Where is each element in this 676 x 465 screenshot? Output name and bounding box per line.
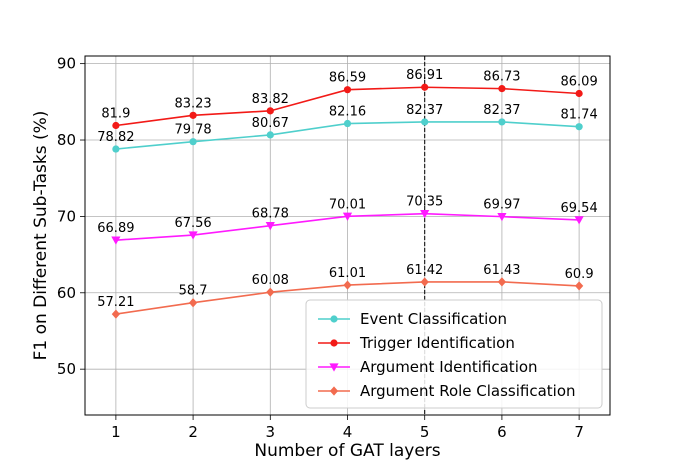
legend-item: Argument Role Classification [318, 382, 576, 400]
legend-marker [329, 363, 339, 372]
data-point [342, 212, 353, 221]
data-point [575, 89, 583, 98]
data-point [498, 118, 506, 126]
x-tick-label: 4 [343, 423, 353, 441]
y-tick-label: 70 [57, 207, 76, 225]
legend-item: Event Classification [318, 310, 507, 328]
legend-marker [329, 386, 339, 396]
x-axis-ticks: 1 2 3 4 5 6 7 [111, 415, 584, 441]
data-label: 69.97 [483, 198, 520, 213]
data-point [188, 231, 198, 240]
y-tick-label: 60 [57, 284, 76, 302]
data-label: 60.08 [252, 273, 289, 288]
legend-box [305, 299, 603, 409]
data-point [265, 222, 275, 231]
data-point [266, 131, 274, 139]
data-point [111, 236, 121, 245]
y-tick-label: 50 [57, 360, 76, 378]
data-label: 81.9 [101, 107, 130, 122]
legend-label: Argument Identification [360, 358, 538, 376]
data-point [420, 277, 429, 287]
data-label: 68.78 [252, 207, 289, 222]
legend-label: Argument Role Classification [360, 382, 576, 400]
data-label: 86.59 [329, 71, 366, 86]
data-label: 86.73 [483, 70, 520, 85]
data-point [574, 281, 584, 291]
data-label: 79.78 [174, 123, 211, 138]
data-label: 61.42 [406, 263, 443, 278]
series-1 [112, 118, 583, 153]
x-tick-label: 3 [266, 423, 276, 441]
data-point [497, 212, 507, 222]
legend-marker [330, 339, 338, 347]
data-point [111, 309, 121, 319]
x-tick-label: 6 [497, 423, 507, 441]
data-labels-layer: 78.82 79.78 80.67 82.16 82.37 82.37 81.74 81.9 8… [97, 68, 597, 310]
data-point [266, 287, 275, 297]
legend: Event Classification Trigger Identificati… [305, 299, 603, 409]
legend-item: Argument Identification [318, 358, 538, 376]
legend-marker [330, 315, 338, 323]
series-4 [111, 277, 584, 319]
data-label: 78.82 [97, 130, 134, 145]
data-label: 83.82 [252, 92, 289, 107]
y-tick-label: 80 [57, 131, 76, 149]
series-2 [112, 83, 583, 130]
data-label: 61.01 [329, 266, 366, 281]
data-label: 66.89 [97, 221, 134, 236]
y-axis-label: F1 on Different Sub-Tasks (%) [31, 111, 51, 361]
data-label: 57.21 [97, 295, 134, 310]
data-label: 86.09 [561, 75, 598, 90]
data-point [112, 121, 120, 130]
data-point [343, 86, 352, 94]
data-label: 61.43 [483, 263, 520, 278]
data-label: 82.37 [406, 103, 443, 118]
data-point [188, 298, 198, 308]
x-tick-label: 5 [420, 423, 430, 441]
x-tick-label: 2 [188, 423, 198, 441]
data-point [498, 85, 506, 93]
x-tick-label: 1 [111, 423, 121, 441]
data-point [497, 277, 507, 287]
data-label: 83.23 [174, 96, 211, 111]
data-point [112, 145, 120, 153]
data-label: 70.35 [406, 195, 443, 210]
data-label: 70.01 [329, 197, 366, 212]
x-tick-label: 7 [574, 423, 584, 441]
data-point [266, 107, 274, 115]
data-label: 82.16 [329, 105, 366, 120]
data-point [420, 210, 430, 219]
data-label: 69.54 [561, 201, 598, 216]
data-point [421, 118, 429, 126]
data-label: 86.91 [406, 68, 443, 83]
data-label: 81.74 [561, 108, 598, 123]
legend-label: Event Classification [360, 310, 507, 328]
data-point [421, 83, 429, 91]
data-label: 82.37 [483, 103, 520, 118]
data-label: 58.7 [179, 284, 208, 299]
data-point [575, 123, 583, 131]
x-axis-label: Number of GAT layers [254, 441, 440, 461]
series-3 [111, 210, 584, 245]
data-label: 67.56 [174, 216, 211, 231]
data-point [574, 216, 584, 225]
data-point [343, 119, 352, 128]
y-axis-ticks: 50 60 70 80 90 [57, 55, 85, 378]
legend-item: Trigger Identification [318, 334, 515, 352]
data-label: 80.67 [252, 116, 289, 131]
data-point [189, 138, 197, 146]
data-point [189, 111, 197, 119]
y-tick-label: 90 [57, 55, 76, 73]
data-point [343, 280, 352, 290]
data-label: 60.9 [565, 267, 594, 282]
series-layer [111, 83, 584, 319]
legend-label: Trigger Identification [359, 334, 515, 352]
